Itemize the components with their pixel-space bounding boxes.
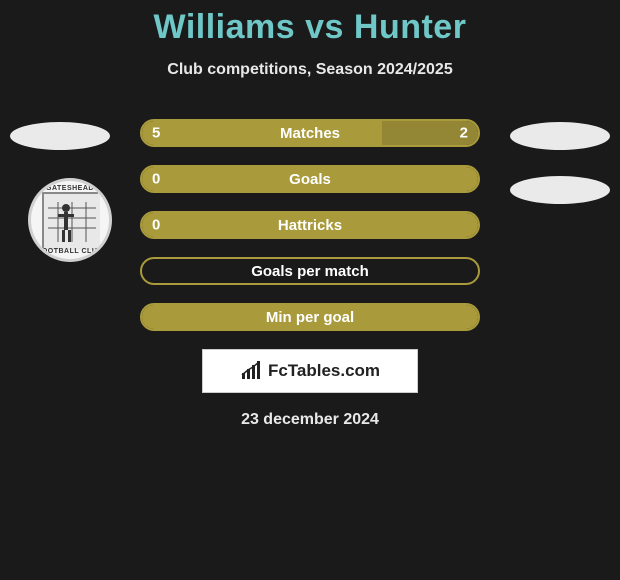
badge-figure-icon: [44, 194, 100, 250]
stat-row: Goals per match: [140, 257, 480, 285]
badge-top-text: GATESHEAD: [31, 185, 109, 192]
player-right-placeholder: [510, 122, 610, 150]
stat-label: Hattricks: [142, 217, 478, 234]
stat-row: Goals0: [140, 165, 480, 193]
page-title: Williams vs Hunter: [0, 0, 620, 47]
brand-text: FcTables.com: [268, 361, 380, 381]
stat-row: Hattricks0: [140, 211, 480, 239]
player-right-placeholder-2: [510, 176, 610, 204]
brand-box[interactable]: FcTables.com: [202, 349, 418, 393]
club-badge: GATESHEAD FOOTBALL CLUB: [28, 178, 112, 262]
subtitle: Club competitions, Season 2024/2025: [0, 61, 620, 79]
date-text: 23 december 2024: [0, 411, 620, 429]
badge-inner-graphic: [42, 192, 98, 248]
brand-chart-icon: [240, 361, 264, 381]
stat-value-left: 5: [152, 125, 160, 142]
stat-label: Goals per match: [142, 263, 478, 280]
stat-row: Min per goal: [140, 303, 480, 331]
stat-value-left: 0: [152, 171, 160, 188]
stats-container: Matches52Goals0Hattricks0Goals per match…: [140, 119, 480, 331]
stat-value-left: 0: [152, 217, 160, 234]
stat-label: Matches: [142, 125, 478, 142]
badge-bottom-text: FOOTBALL CLUB: [31, 248, 109, 255]
stat-value-right: 2: [460, 125, 468, 142]
player-left-placeholder: [10, 122, 110, 150]
stat-label: Goals: [142, 171, 478, 188]
stat-label: Min per goal: [142, 309, 478, 326]
stat-row: Matches5 2: [140, 119, 480, 147]
